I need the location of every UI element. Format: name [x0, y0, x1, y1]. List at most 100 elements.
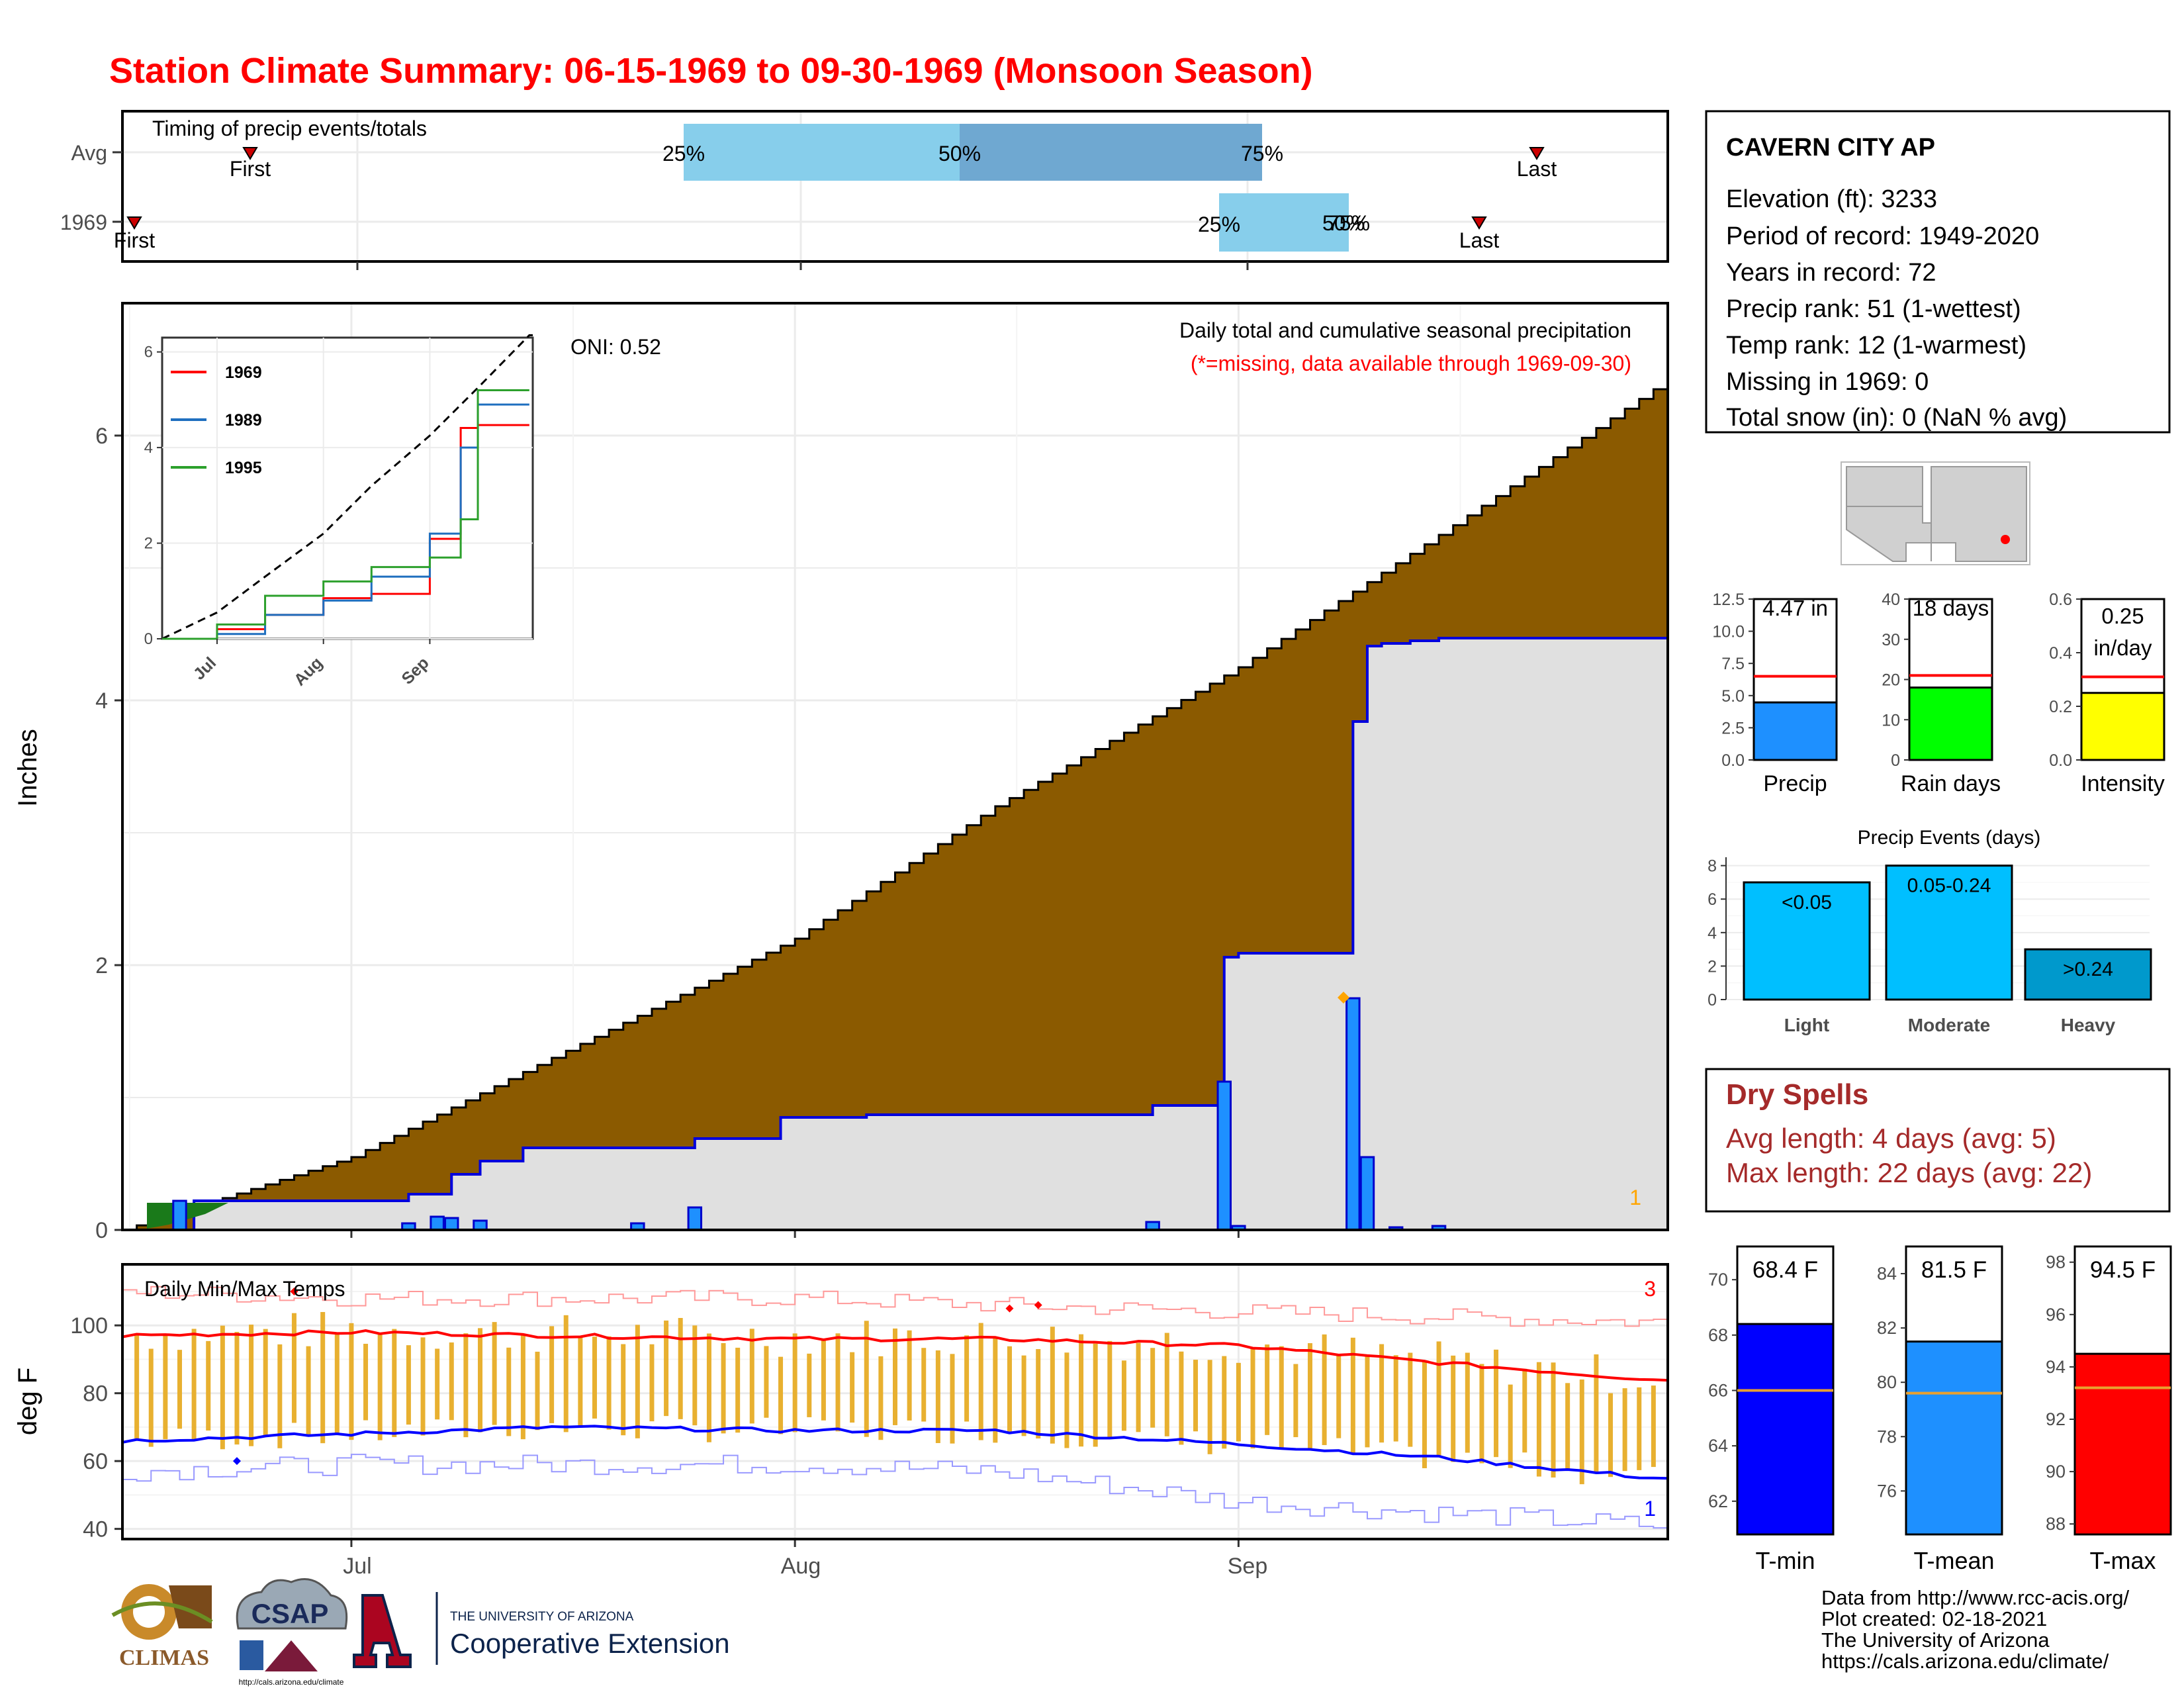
mini-bar-y-tick: 12.5	[1712, 590, 1745, 609]
station-elevation: Elevation (ft): 3233	[1726, 185, 1937, 213]
daily-precip-bar	[444, 1217, 459, 1231]
temp-summary-y-tick: 66	[1708, 1381, 1728, 1401]
avg-max-line	[122, 1329, 1668, 1382]
temp-summary-y-tick: 96	[2046, 1305, 2066, 1325]
x-tick-sep: Sep	[1228, 1554, 1268, 1579]
footer-university: The University of Arizona	[1821, 1628, 2050, 1652]
x-tick-aug: Aug	[781, 1554, 821, 1579]
record-min-count: 1	[1644, 1497, 1656, 1521]
daily-temp-bar	[1265, 1344, 1270, 1435]
daily-temp-bar	[1293, 1364, 1298, 1438]
daily-temp-bar	[1594, 1354, 1599, 1472]
temp-summary-label: T-min	[1756, 1547, 1815, 1574]
daily-temp-bar	[449, 1342, 454, 1421]
inset-line-1995	[162, 389, 529, 640]
precip-caption: Daily total and cumulative seasonal prec…	[1179, 318, 1631, 342]
daily-temp-bar	[1193, 1360, 1199, 1432]
daily-temp-bar	[835, 1333, 841, 1432]
daily-temp-bar	[1422, 1362, 1427, 1468]
locator-map	[1841, 461, 2030, 565]
daily-temp-bar	[478, 1328, 483, 1432]
daily-temp-bar	[392, 1329, 397, 1437]
daily-temp-bar	[692, 1325, 698, 1426]
y1969-p50-label: 50%	[1322, 211, 1365, 235]
record-max-marker	[1034, 1301, 1042, 1309]
precip-y-label: Inches	[13, 729, 42, 807]
daily-temp-bar	[706, 1333, 711, 1442]
temp-summary-fill	[1905, 1340, 2003, 1536]
daily-temp-bar	[864, 1321, 869, 1437]
events-title: Precip Events (days)	[1858, 827, 2041, 849]
daily-temp-bar	[893, 1328, 897, 1425]
max-day-marker	[1338, 992, 1349, 1004]
daily-temp-bar	[1379, 1344, 1385, 1443]
daily-temp-bar	[134, 1333, 140, 1439]
mini-bar-y-tick: 0.0	[2049, 751, 2072, 770]
precip-y-tick: 2	[95, 953, 108, 978]
temp-summary-y-tick: 94	[2046, 1357, 2066, 1377]
daily-temp-bar	[492, 1322, 497, 1425]
daily-temp-bar	[778, 1356, 784, 1434]
record-max-marker	[290, 1287, 298, 1295]
timing-panel: 25% 50% 75% 25% 50% 75% First Last First…	[60, 110, 1669, 270]
missing-count: 1	[1629, 1186, 1641, 1209]
daily-temp-bar	[463, 1333, 469, 1438]
mini-bar-y-tick: 30	[1882, 631, 1900, 649]
mini-bar-label: Rain days	[1901, 771, 2001, 796]
daily-temp-bar	[850, 1352, 855, 1423]
temp-summary-y-tick: 70	[1708, 1270, 1728, 1289]
mini-bar-y-tick: 0.4	[2049, 644, 2072, 663]
temp-summary-bars: 68.4 F 62 64 66 68 70 T-min 81.5 F 76 78 80 82 84 T-m…	[1708, 1245, 2172, 1574]
mini-bar-rain-days: 18 days 0 10 20 30 40 Rain days	[1882, 590, 2001, 796]
mini-bar-y-tick: 10.0	[1712, 623, 1745, 641]
station-temp-rank: Temp rank: 12 (1-warmest)	[1726, 332, 2026, 359]
temp-y-label: deg F	[13, 1368, 42, 1435]
daily-temp-bar	[1007, 1346, 1012, 1432]
daily-temp-bar	[320, 1312, 326, 1444]
mini-bar-y-tick: 5.0	[1721, 687, 1745, 706]
mini-bar-y-tick: 20	[1882, 671, 1900, 690]
daily-temp-bar	[1637, 1387, 1642, 1470]
temp-summary-y-tick: 68	[1708, 1325, 1728, 1345]
avg-q1-box	[684, 124, 960, 181]
event-bar-text: 0.05-0.24	[1907, 875, 1991, 897]
timing-panel-label: Timing of precip events/totals	[152, 117, 427, 140]
daily-temp-bar	[520, 1335, 525, 1440]
events-y-tick: 0	[1707, 991, 1717, 1009]
avg-p75-label: 75%	[1241, 142, 1283, 165]
y1969-p25-label: 25%	[1198, 212, 1240, 236]
temp-summary-y-tick: 64	[1708, 1436, 1728, 1456]
event-bar-heavy	[2024, 948, 2152, 1001]
timing-row-1969: 1969	[60, 211, 107, 234]
daily-temp-bar	[406, 1345, 411, 1425]
daily-temp-bar	[234, 1332, 240, 1445]
daily-temp-bar	[678, 1317, 683, 1419]
precip-y-tick: 0	[95, 1218, 108, 1243]
daily-temp-bar	[907, 1330, 912, 1421]
daily-temp-bar	[1365, 1354, 1370, 1448]
inset-legend-label: 1995	[225, 459, 262, 477]
station-period: Period of record: 1949-2020	[1726, 222, 2039, 250]
daily-temp-bar	[935, 1350, 940, 1444]
daily-temp-bar	[148, 1348, 154, 1447]
temp-summary-y-tick: 84	[1877, 1264, 1897, 1284]
station-missing: Missing in 1969: 0	[1726, 368, 1929, 396]
csap-logo: CSAP http://cals.arizona.edu/climate	[236, 1578, 348, 1687]
daily-temp-bar	[578, 1336, 583, 1428]
record-max-line	[122, 1286, 1668, 1327]
temp-y-tick: 60	[83, 1449, 108, 1474]
event-bar-text: >0.24	[2063, 959, 2113, 980]
daily-temp-bar	[964, 1335, 970, 1422]
y1969-quartile-box	[1219, 193, 1349, 252]
temp-summary-value: 68.4 F	[1752, 1257, 1818, 1283]
season-total-bars: 4.47 in 0.0 2.5 5.0 7.5 10.0 12.5 Precip 18 days…	[1712, 590, 2165, 796]
daily-temp-bar	[349, 1323, 354, 1440]
daily-temp-bar	[635, 1325, 640, 1438]
daily-temp-bar	[735, 1347, 741, 1433]
y1969-last-label: Last	[1459, 228, 1500, 252]
early-surplus-area	[147, 1203, 228, 1229]
daily-temp-bar	[1150, 1348, 1156, 1428]
mini-bar-label: Precip	[1763, 771, 1827, 796]
